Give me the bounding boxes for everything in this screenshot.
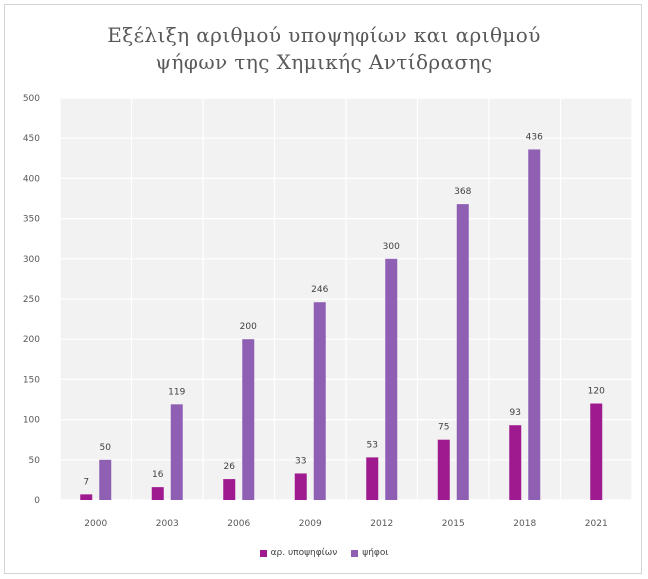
data-label: 93: [510, 408, 521, 418]
data-label: 246: [311, 285, 328, 295]
y-tick-label: 300: [23, 255, 40, 265]
y-tick-label: 350: [23, 215, 40, 225]
data-label: 119: [168, 387, 185, 397]
y-tick-label: 150: [23, 375, 40, 385]
y-tick-label: 200: [23, 335, 40, 345]
bar-candidates: [590, 403, 603, 500]
bar-votes: [528, 149, 541, 500]
x-tick-label: 2015: [442, 519, 465, 529]
data-label: 200: [240, 322, 257, 332]
x-tick-label: 2009: [299, 519, 322, 529]
bar-candidates: [80, 494, 93, 500]
x-tick-label: 2021: [585, 519, 608, 529]
bar-votes: [99, 459, 112, 500]
bar-candidates: [366, 457, 379, 500]
legend-item-votes: ψήφοι: [351, 548, 388, 558]
bar-candidates: [294, 473, 307, 500]
legend-swatch-candidates: [259, 549, 267, 557]
bar-votes: [313, 302, 326, 500]
chart-title: Εξέλιξη αριθμού υποψηφίων και αριθμού ψή…: [0, 22, 648, 76]
y-tick-label: 100: [23, 416, 40, 426]
data-label: 33: [295, 456, 306, 466]
bar-votes: [170, 404, 183, 500]
y-tick-label: 450: [23, 134, 40, 144]
data-label: 53: [367, 440, 378, 450]
chart-title-line-2: ψήφων της Χημικής Αντίδρασης: [155, 50, 493, 74]
legend-label-votes: ψήφοι: [362, 548, 389, 558]
x-tick-label: 2018: [513, 519, 536, 529]
legend-item-candidates: αρ. υποψηφίων: [259, 548, 338, 558]
chart-title-line-1: Εξέλιξη αριθμού υποψηφίων και αριθμού: [107, 23, 541, 47]
y-tick-label: 400: [23, 174, 40, 184]
legend-swatch-votes: [351, 549, 359, 557]
x-tick-label: 2003: [156, 519, 179, 529]
legend-label-candidates: αρ. υποψηφίων: [270, 548, 338, 558]
chart-legend: αρ. υποψηφίων ψήφοι: [0, 548, 648, 558]
data-label: 300: [383, 242, 400, 252]
bar-votes: [242, 339, 255, 500]
bar-candidates: [151, 487, 164, 500]
x-tick-label: 2012: [370, 519, 393, 529]
y-tick-label: 0: [34, 496, 40, 506]
data-label: 16: [152, 470, 164, 480]
data-label: 436: [526, 132, 543, 142]
data-label: 26: [224, 462, 236, 472]
data-label: 7: [83, 477, 89, 487]
data-label: 50: [100, 443, 112, 453]
y-tick-label: 500: [23, 94, 40, 104]
bar-candidates: [223, 479, 236, 500]
data-label: 75: [438, 423, 449, 433]
data-label: 368: [454, 187, 471, 197]
y-tick-label: 50: [29, 456, 41, 466]
bar-votes: [456, 204, 469, 501]
bar-candidates: [437, 439, 450, 500]
x-tick-label: 2006: [227, 519, 250, 529]
data-label: 120: [588, 387, 605, 397]
bar-candidates: [509, 425, 522, 500]
bar-votes: [385, 258, 398, 500]
y-tick-label: 250: [23, 295, 40, 305]
x-tick-label: 2000: [84, 519, 107, 529]
